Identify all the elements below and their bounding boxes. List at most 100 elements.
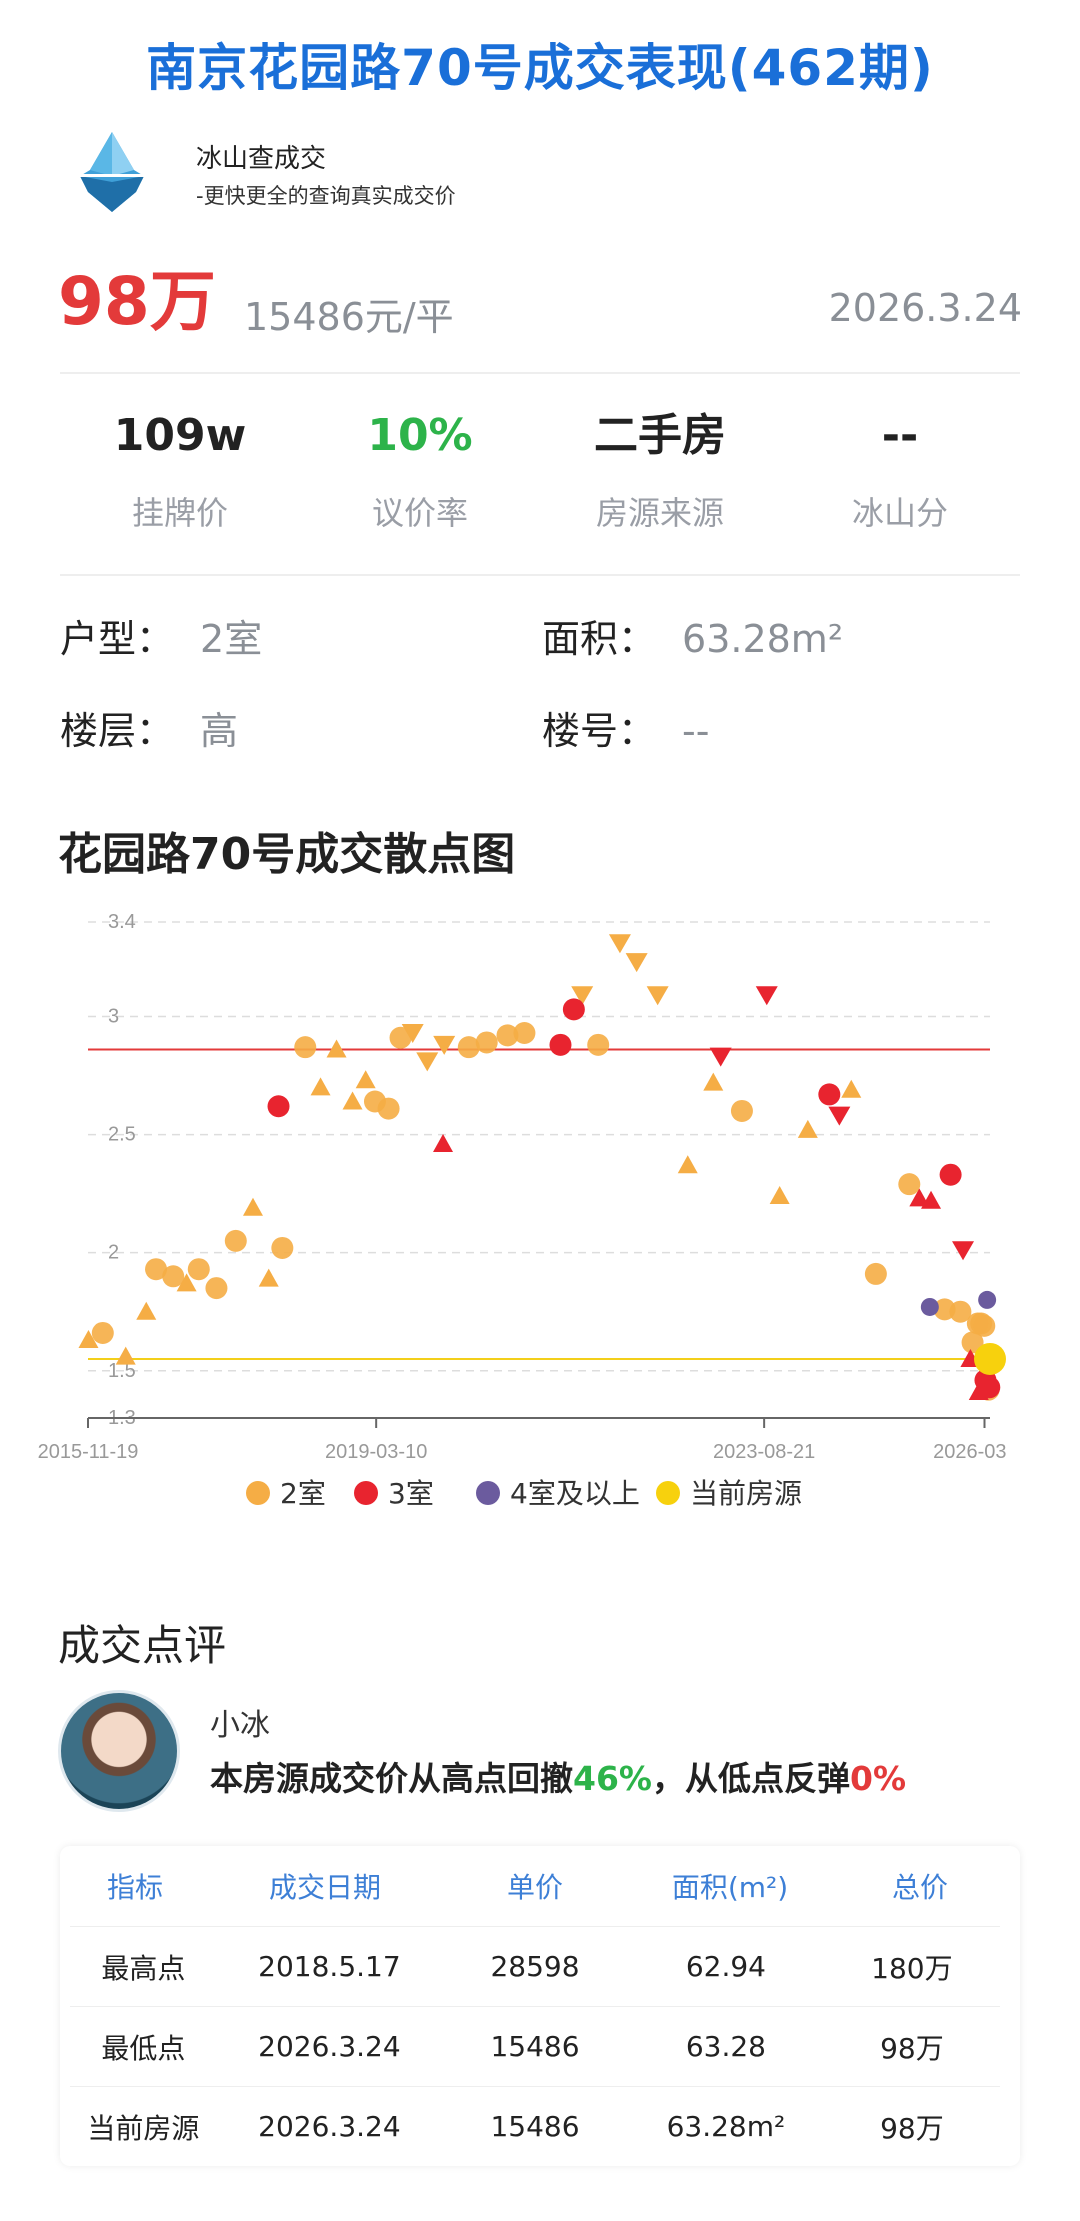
table-row: 最低点 2026.3.24 15486 63.28 98万: [70, 2006, 1000, 2086]
scatter-point: [587, 1033, 610, 1056]
info-label: 户型：: [60, 617, 175, 661]
scatter-point: [864, 1262, 887, 1285]
info-layout: 户型： 2室: [60, 608, 262, 663]
drawdown-value: 46%: [573, 1759, 652, 1798]
page-title: 南京花园路70号成交表现(462期): [146, 39, 934, 97]
scatter-point: [939, 1163, 962, 1186]
table-cell: 28598: [490, 1950, 580, 1983]
scatter-point: [978, 1376, 1001, 1399]
scatter-point: [898, 1173, 921, 1196]
scatter-point: [342, 1091, 363, 1110]
table-header-cell: 成交日期: [268, 1871, 381, 1904]
stat-value: 10%: [367, 410, 473, 461]
table-cell: 180万: [871, 1951, 953, 1985]
table-header-cell: 单价: [506, 1871, 563, 1904]
scatter-point: [294, 1036, 317, 1059]
stat-source: 二手房 房源来源: [540, 406, 780, 534]
scatter-point: [769, 1185, 790, 1204]
table-cell: 15486: [490, 2110, 580, 2143]
scatter-point: [377, 1097, 400, 1120]
table-cell: 最高点: [101, 1951, 186, 1985]
scatter-point: [433, 1035, 456, 1055]
table-row: 最高点 2018.5.17 28598 62.94 180万: [70, 1926, 1000, 2006]
scatter-point: [608, 934, 631, 954]
info-value: --: [682, 709, 710, 753]
stat-label: 挂牌价: [131, 494, 228, 532]
scatter-point: [271, 1236, 294, 1259]
info-area: 面积： 63.28m²: [542, 608, 843, 663]
legend-label: 4室及以上: [510, 1477, 640, 1510]
scatter-point: [78, 1330, 99, 1349]
scatter-point: [920, 1297, 939, 1316]
info-value: 63.28m²: [682, 617, 844, 661]
table-cell: 最低点: [101, 2031, 186, 2065]
legend-marker: [354, 1481, 378, 1505]
scatter-point: [115, 1346, 136, 1365]
table-cell: 63.28: [685, 2030, 766, 2063]
table-cell: 98万: [880, 2031, 944, 2065]
chart-section-title: 花园路70号成交散点图: [58, 829, 516, 880]
scatter-point: [646, 986, 669, 1006]
scatter-point: [496, 1024, 519, 1047]
scatter-point: [841, 1079, 862, 1098]
scatter-point: [176, 1273, 197, 1292]
iceberg-logo-icon: [76, 132, 148, 212]
scatter-point: [267, 1095, 290, 1118]
table-cell: 63.28m²: [666, 2110, 786, 2143]
unit-price: 15486元/平: [244, 295, 454, 339]
scatter-point: [949, 1300, 972, 1323]
deal-date: 2026.3.24: [828, 286, 1022, 330]
stat-value: 109w: [113, 410, 247, 461]
scatter-point: [224, 1229, 247, 1252]
stat-label: 冰山分: [851, 494, 948, 532]
scatter-point: [162, 1265, 185, 1288]
scatter-point: [549, 1033, 572, 1056]
scatter-point: [326, 1039, 347, 1058]
scatter-point: [355, 1070, 376, 1089]
scatter-point: [475, 1031, 498, 1054]
divider: [60, 372, 1020, 374]
scatter-point: [457, 1036, 480, 1059]
table-cell: 2026.3.24: [258, 2030, 401, 2063]
scatter-point: [258, 1268, 279, 1287]
scatter-point: [755, 986, 778, 1006]
table-cell: 98万: [880, 2111, 944, 2145]
legend-label: 当前房源: [690, 1477, 802, 1510]
scatter-point: [310, 1077, 331, 1096]
y-tick-label: 2.5: [108, 1124, 136, 1146]
legend-marker: [656, 1481, 680, 1505]
table-cell: 2018.5.17: [258, 1950, 401, 1983]
info-building: 楼号： --: [542, 700, 709, 755]
scatter-point: [828, 1106, 851, 1126]
stat-label: 房源来源: [595, 494, 724, 532]
scatter-point: [136, 1301, 157, 1320]
reviewer-name: 小冰: [210, 1708, 270, 1743]
scatter-point: [818, 1083, 841, 1106]
scatter-point: [797, 1119, 818, 1138]
y-tick-label: 3: [108, 1005, 119, 1027]
y-tick-label: 1.5: [108, 1360, 136, 1382]
scatter-point: [401, 1024, 424, 1044]
legend-label: 3室: [388, 1477, 434, 1510]
scatter-point: [961, 1331, 984, 1354]
stat-iceberg-score: -- 冰山分: [780, 406, 1020, 534]
legend-marker: [246, 1481, 270, 1505]
table-header-cell: 面积(m²): [671, 1871, 789, 1904]
table-header-row: 指标 成交日期 单价 面积(m²) 总价: [60, 1846, 1020, 1926]
scatter-point: [416, 1052, 439, 1072]
reviewer-avatar: [58, 1690, 180, 1812]
info-value: 2室: [200, 617, 263, 661]
scatter-point: [145, 1258, 168, 1281]
stat-label: 议价率: [371, 494, 468, 532]
stat-bargain-rate: 10% 议价率: [300, 406, 540, 534]
info-label: 楼号：: [542, 709, 657, 753]
brand-slogan: -更快更全的查询真实成交价: [196, 184, 456, 208]
scatter-point: [242, 1197, 263, 1216]
brand-name: 冰山查成交: [196, 144, 327, 174]
scatter-point: [187, 1258, 210, 1281]
scatter-point: [91, 1321, 114, 1344]
scatter-point: [730, 1099, 753, 1122]
scatter-point: [677, 1155, 698, 1174]
scatter-point: [513, 1022, 536, 1045]
